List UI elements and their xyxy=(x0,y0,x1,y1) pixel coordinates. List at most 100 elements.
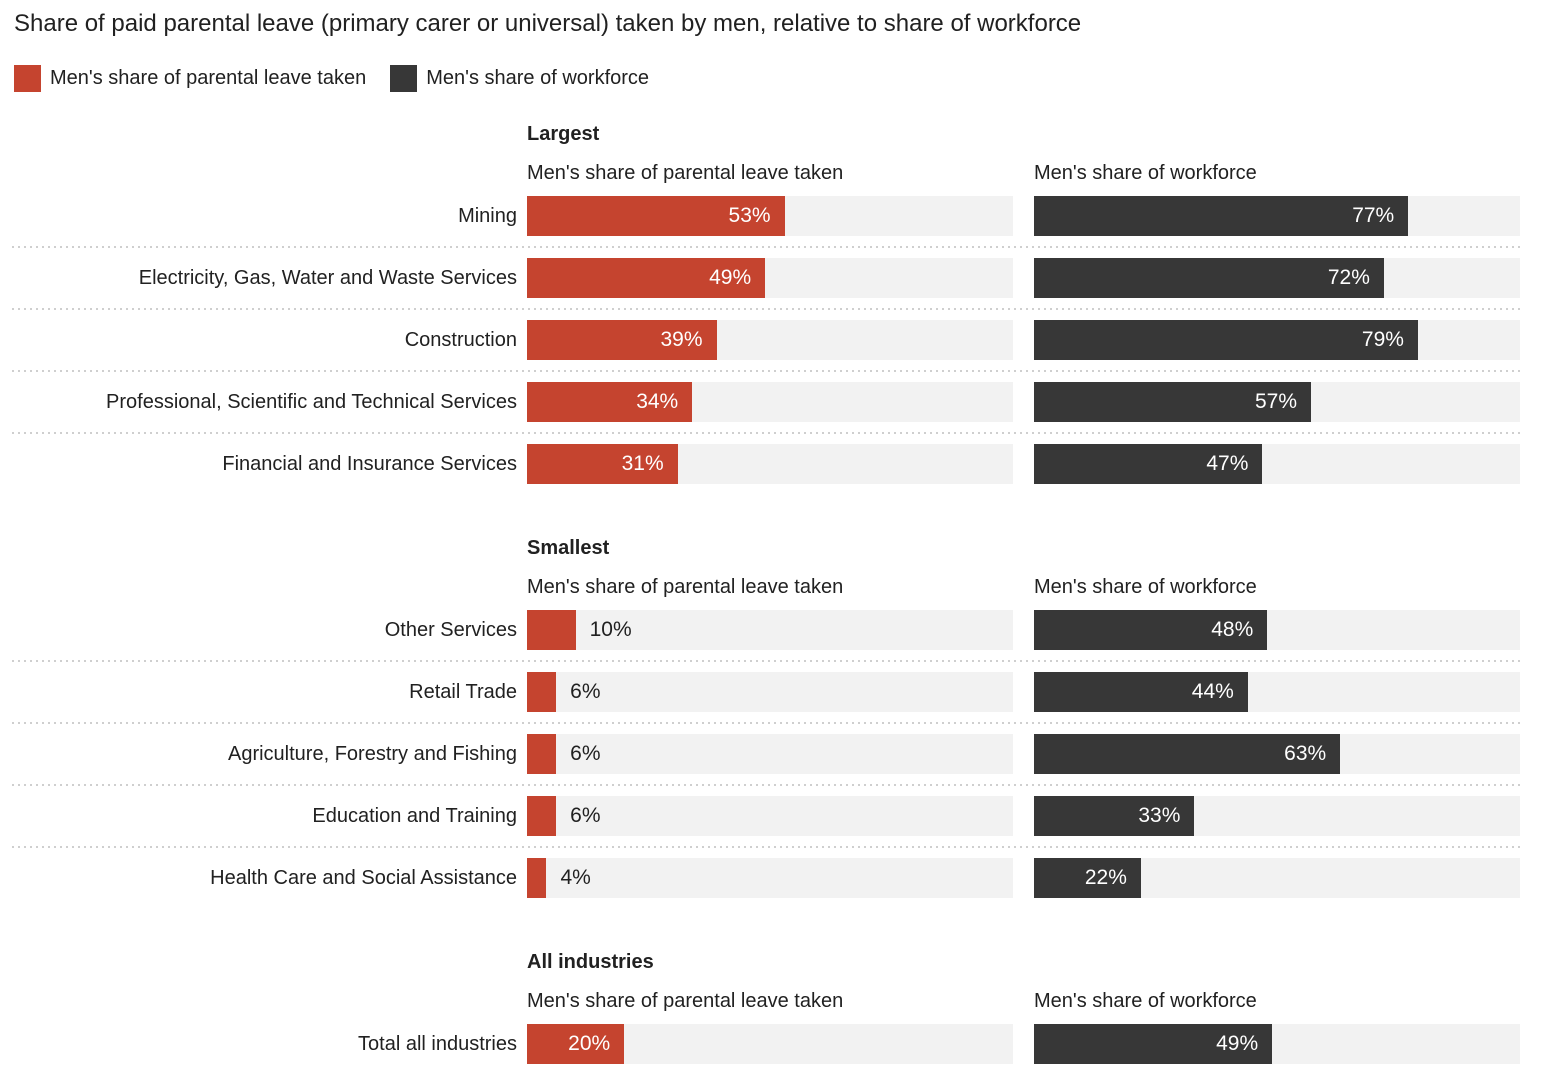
column-header-leave: Men's share of parental leave taken xyxy=(527,990,844,1012)
leave-bar-track: 6% xyxy=(527,734,1013,774)
bar-value-label: 10% xyxy=(589,618,632,641)
row-label: Retail Trade xyxy=(409,681,517,703)
leave-bar-track: 4% xyxy=(527,858,1013,898)
legend-item-workforce: Men's share of workforce xyxy=(390,65,649,92)
chart-row: Construction 39% 79% xyxy=(0,308,1550,360)
leave-bar: 34% xyxy=(527,382,693,422)
chart-row: Agriculture, Forestry and Fishing 6% 63% xyxy=(0,722,1550,774)
workforce-bar: 47% xyxy=(1034,444,1263,484)
chart-row: Total all industries 20% 49% xyxy=(0,1024,1550,1064)
chart-title: Share of paid parental leave (primary ca… xyxy=(14,10,1082,37)
bar-value-label: 53% xyxy=(728,204,771,227)
column-headers: Men's share of parental leave taken Men'… xyxy=(527,162,1550,184)
leave-bar: 53% xyxy=(527,196,785,236)
column-header-workforce: Men's share of workforce xyxy=(1034,576,1257,598)
leave-bar: 10% xyxy=(527,610,632,650)
section-heading: All industries xyxy=(527,951,654,973)
bar-value-label: 49% xyxy=(709,266,752,289)
row-label: Electricity, Gas, Water and Waste Servic… xyxy=(138,267,517,289)
chart-row: Mining 53% 77% xyxy=(0,196,1550,236)
section-rows: Mining 53% 77% Electricity, Gas, Water a… xyxy=(0,196,1550,484)
chart-row: Education and Training 6% 33% xyxy=(0,784,1550,836)
leave-bar-track: 10% xyxy=(527,610,1013,650)
chart-row: Electricity, Gas, Water and Waste Servic… xyxy=(0,246,1550,298)
workforce-bar-track: 47% xyxy=(1034,444,1520,484)
leave-bar-track: 20% xyxy=(527,1024,1013,1064)
workforce-bar: 49% xyxy=(1034,1024,1273,1064)
leave-bar-track: 39% xyxy=(527,320,1013,360)
section-rows: Total all industries 20% 49% xyxy=(0,1024,1550,1064)
leave-bar: 49% xyxy=(527,258,766,298)
section-smallest: Smallest Men's share of parental leave t… xyxy=(0,537,1550,898)
leave-bar: 31% xyxy=(527,444,678,484)
bar-value-label: 72% xyxy=(1327,266,1370,289)
row-label: Total all industries xyxy=(358,1033,517,1055)
row-label: Agriculture, Forestry and Fishing xyxy=(227,743,517,765)
row-label: Financial and Insurance Services xyxy=(222,453,517,475)
workforce-bar-track: 57% xyxy=(1034,382,1520,422)
bar-value-label: 33% xyxy=(1138,804,1181,827)
bar-value-label: 34% xyxy=(636,390,679,413)
workforce-bar-track: 79% xyxy=(1034,320,1520,360)
row-label: Construction xyxy=(404,329,517,351)
bar-value-label: 63% xyxy=(1284,742,1327,765)
row-label: Health Care and Social Assistance xyxy=(210,867,517,889)
section-heading: Smallest xyxy=(527,537,610,559)
row-label: Education and Training xyxy=(312,805,517,827)
workforce-bar: 72% xyxy=(1034,258,1384,298)
bar-value-label: 6% xyxy=(570,742,601,765)
bar-value-label: 6% xyxy=(570,804,601,827)
workforce-bar: 63% xyxy=(1034,734,1341,774)
leave-bar: 20% xyxy=(527,1024,625,1064)
bar-value-label: 48% xyxy=(1211,618,1254,641)
section-heading: Largest xyxy=(527,123,600,145)
leave-swatch-icon xyxy=(14,65,41,92)
chart-row: Professional, Scientific and Technical S… xyxy=(0,370,1550,422)
workforce-bar-track: 72% xyxy=(1034,258,1520,298)
leave-bar-track: 49% xyxy=(527,258,1013,298)
section-all-industries: All industries Men's share of parental l… xyxy=(0,951,1550,1064)
chart-row: Retail Trade 6% 44% xyxy=(0,660,1550,712)
leave-bar-track: 6% xyxy=(527,796,1013,836)
chart-row: Other Services 10% 48% xyxy=(0,610,1550,650)
bar-value-label: 6% xyxy=(570,680,601,703)
workforce-swatch-icon xyxy=(390,65,418,92)
workforce-bar: 22% xyxy=(1034,858,1141,898)
workforce-bar-track: 77% xyxy=(1034,196,1520,236)
workforce-bar-track: 63% xyxy=(1034,734,1520,774)
bar-value-label: 22% xyxy=(1084,866,1127,889)
workforce-bar: 77% xyxy=(1034,196,1409,236)
leave-bar-track: 53% xyxy=(527,196,1013,236)
bar-value-label: 39% xyxy=(660,328,703,351)
column-header-leave: Men's share of parental leave taken xyxy=(527,162,844,184)
leave-bar-track: 34% xyxy=(527,382,1013,422)
bar-value-label: 77% xyxy=(1352,204,1395,227)
bar-value-label: 44% xyxy=(1191,680,1234,703)
bar-value-label: 79% xyxy=(1361,328,1404,351)
bar-value-label: 31% xyxy=(621,452,664,475)
leave-bar: 4% xyxy=(527,858,591,898)
section-largest: Largest Men's share of parental leave ta… xyxy=(0,123,1550,484)
workforce-bar-track: 49% xyxy=(1034,1024,1520,1064)
legend-label: Men's share of parental leave taken xyxy=(50,67,367,89)
legend-label: Men's share of workforce xyxy=(426,67,650,89)
section-rows: Other Services 10% 48% Retail Trade 6% 4… xyxy=(0,610,1550,898)
bar-value-label: 49% xyxy=(1216,1032,1259,1055)
row-label: Mining xyxy=(458,205,517,227)
workforce-bar: 48% xyxy=(1034,610,1268,650)
chart-row: Financial and Insurance Services 31% 47% xyxy=(0,432,1550,484)
leave-bar: 6% xyxy=(527,672,601,712)
chart-row: Health Care and Social Assistance 4% 22% xyxy=(0,846,1550,898)
column-header-workforce: Men's share of workforce xyxy=(1034,162,1257,184)
workforce-bar: 57% xyxy=(1034,382,1312,422)
bar-value-label: 4% xyxy=(560,866,591,889)
workforce-bar: 79% xyxy=(1034,320,1418,360)
bar-value-label: 57% xyxy=(1254,390,1298,413)
column-header-leave: Men's share of parental leave taken xyxy=(527,576,844,598)
bar-value-label: 47% xyxy=(1206,452,1249,475)
workforce-bar: 44% xyxy=(1034,672,1248,712)
leave-bar-track: 6% xyxy=(527,672,1013,712)
workforce-bar-track: 33% xyxy=(1034,796,1520,836)
workforce-bar: 33% xyxy=(1034,796,1195,836)
